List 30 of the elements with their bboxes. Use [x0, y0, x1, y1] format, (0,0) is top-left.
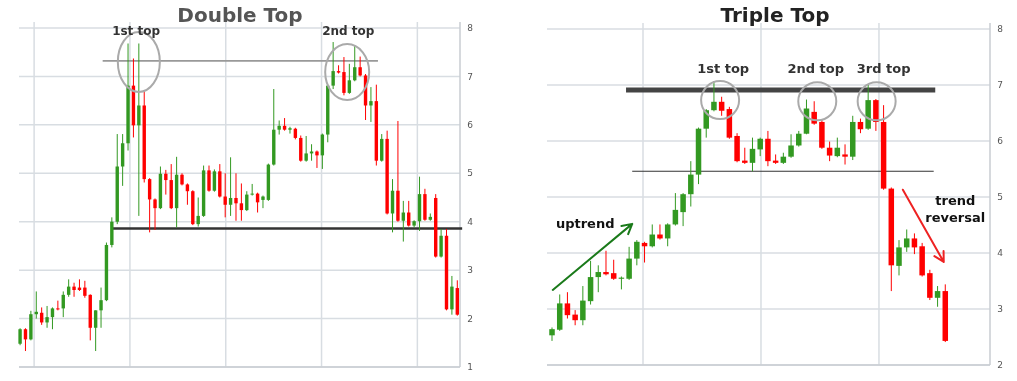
y-tick-label: 6	[997, 136, 1004, 147]
y-tick-label: 4	[467, 216, 474, 227]
annotation: uptrend	[555, 215, 615, 231]
y-tick-label: 7	[467, 71, 473, 82]
chart-title: Triple Top	[720, 3, 830, 27]
y-tick-label: 4	[997, 248, 1004, 259]
y-tick-label: 2	[467, 313, 473, 324]
annotation: 1st top	[112, 23, 161, 38]
y-tick-label: 7	[997, 80, 1003, 91]
y-tick-label: 5	[997, 192, 1003, 203]
candlestick	[304, 135, 308, 163]
annotation: 3rd top	[856, 61, 911, 77]
y-tick-label: 5	[467, 168, 473, 179]
y-tick-label: 8	[997, 24, 1004, 35]
candlestick	[634, 239, 640, 266]
annotation: 2nd top	[322, 23, 375, 38]
y-tick-label: 2	[997, 360, 1003, 371]
candlestick	[842, 143, 848, 166]
annotation: trend reversal	[925, 192, 986, 225]
y-tick-label: 3	[997, 304, 1003, 315]
y-tick-label: 8	[467, 23, 474, 34]
chart-title: Double Top	[177, 3, 303, 27]
candlestick	[277, 120, 281, 136]
annotation: 2nd top	[787, 61, 845, 77]
y-tick-label: 3	[467, 265, 473, 276]
y-tick-label: 6	[467, 120, 474, 131]
candlestick	[331, 41, 335, 90]
y-tick-label: 1	[467, 362, 473, 373]
candlestick	[250, 183, 254, 197]
annotation: 1st top	[697, 61, 750, 77]
